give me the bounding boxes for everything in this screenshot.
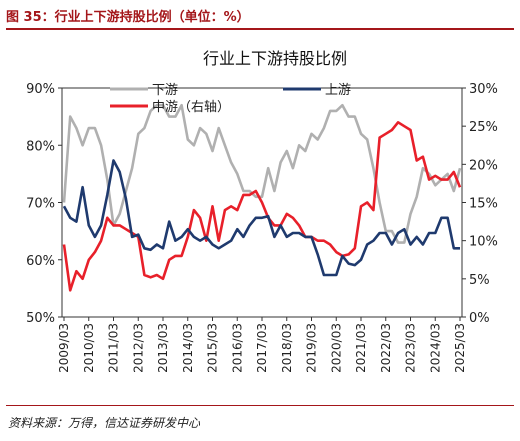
x-tick-label: 2020/03 — [329, 323, 343, 373]
source-rule — [6, 405, 514, 406]
x-tick-label: 2019/03 — [305, 323, 319, 373]
y-right-tick-label: 10% — [469, 235, 498, 250]
y-left-tick-label: 70% — [26, 197, 55, 212]
y-left-tick-label: 60% — [26, 254, 55, 269]
axes: 50% 60% 70% 80% 90% 0% 5% 10% 15% 20% 25% 30% 2009/0… — [26, 82, 498, 373]
x-tick-label: 2018/03 — [280, 323, 294, 373]
y-left-tick-label: 90% — [26, 82, 55, 97]
legend-label: 下游 — [152, 83, 178, 98]
x-tick-label: 2023/03 — [404, 323, 418, 373]
series-lines — [62, 103, 462, 292]
x-tick-label: 2010/03 — [82, 323, 96, 373]
legend-label: 中游（右轴） — [152, 100, 230, 115]
y-right-tick-label: 15% — [469, 197, 498, 212]
x-tick-label: 2024/03 — [428, 323, 442, 373]
y-left-tick-label: 80% — [26, 139, 55, 154]
x-tick-label: 2017/03 — [255, 323, 269, 373]
x-tick-label: 2012/03 — [131, 323, 145, 373]
x-tick-label: 2011/03 — [107, 323, 121, 373]
chart-title: 行业上下游持股比例 — [203, 49, 347, 68]
y-right-tick-label: 20% — [469, 158, 498, 173]
x-tick-label: 2022/03 — [379, 323, 393, 373]
source-note: 资料来源：万得，信达证券研发中心 — [8, 416, 201, 430]
line-chart: 行业上下游持股比例 50% 60% 70% 80% 90% 0% 5% 10% 15% 20% 25… — [26, 49, 498, 373]
x-tick-label: 2016/03 — [230, 323, 244, 373]
series-line-upstream — [62, 159, 460, 277]
figure-caption: 图 35：行业上下游持股比例（单位：%） — [6, 10, 250, 25]
legend-label: 上游 — [325, 83, 351, 98]
y-right-tick-label: 30% — [469, 82, 498, 97]
x-tick-label: 2013/03 — [156, 323, 170, 373]
x-tick-label: 2025/03 — [453, 323, 467, 373]
y-left-tick-label: 50% — [26, 311, 55, 326]
y-right-tick-label: 25% — [469, 120, 498, 135]
series-line-midstream — [62, 121, 462, 292]
y-right-tick-label: 0% — [469, 311, 490, 326]
y-right-tick-label: 5% — [469, 273, 490, 288]
x-tick-label: 2014/03 — [181, 323, 195, 373]
x-tick-label: 2021/03 — [354, 323, 368, 373]
series-line-downstream — [62, 103, 462, 244]
x-tick-label: 2015/03 — [206, 323, 220, 373]
caption-rule — [6, 28, 514, 30]
x-tick-label: 2009/03 — [57, 323, 71, 373]
